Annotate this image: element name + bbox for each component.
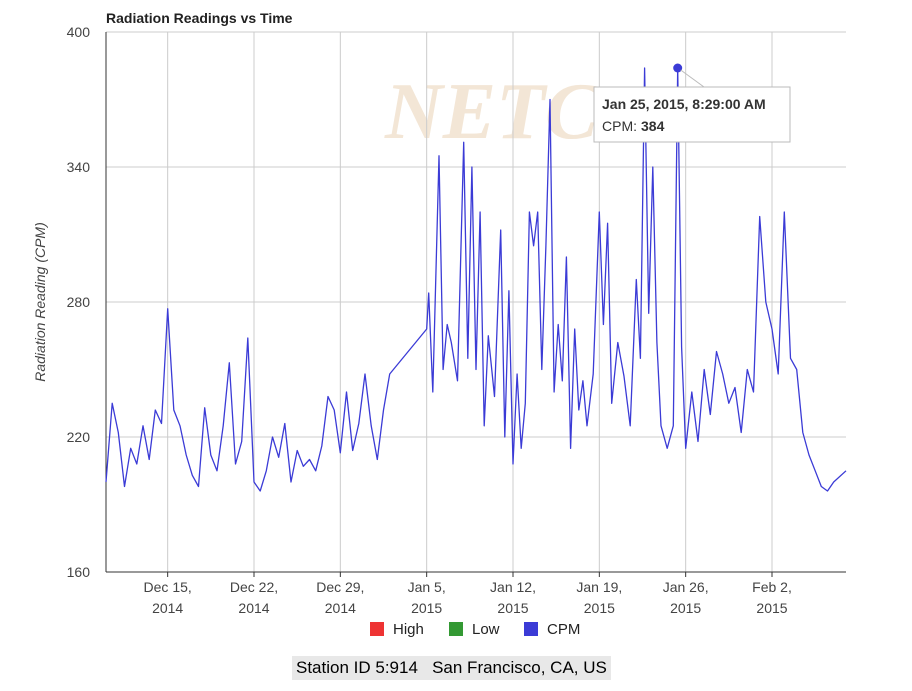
- x-tick-label-year: 2014: [325, 600, 356, 616]
- x-tick-label-year: 2015: [584, 600, 615, 616]
- y-axis: 160 220 280 340 400: [67, 24, 91, 580]
- y-tick-label: 400: [67, 24, 91, 40]
- x-tick-label-year: 2014: [152, 600, 183, 616]
- legend: High Low CPM: [370, 621, 580, 638]
- tooltip-value: 384: [641, 118, 665, 134]
- chart-title: Radiation Readings vs Time: [106, 10, 293, 26]
- tooltip: Jan 25, 2015, 8:29:00 AM CPM: 384: [593, 69, 791, 143]
- x-tick-label: Jan 5,: [408, 579, 446, 595]
- cpm-line: [105, 67, 847, 492]
- y-tick-label: 280: [67, 294, 91, 310]
- x-tick-label: Jan 19,: [576, 579, 622, 595]
- legend-label-high: High: [393, 621, 424, 638]
- cpm-highlight-point: [673, 63, 683, 73]
- legend-swatch-low: [449, 622, 463, 636]
- tooltip-title: Jan 25, 2015, 8:29:00 AM: [602, 96, 766, 112]
- x-tick-label: Jan 26,: [663, 579, 709, 595]
- station-label: Station ID 5:914 San Francisco, CA, US: [292, 656, 611, 680]
- y-tick-label: 340: [67, 159, 91, 175]
- x-tick-label: Dec 15,: [144, 579, 192, 595]
- legend-label-low: Low: [472, 621, 500, 638]
- x-tick-label-year: 2014: [238, 600, 269, 616]
- legend-label-cpm: CPM: [547, 621, 580, 638]
- tooltip-label-text: CPM:: [602, 118, 637, 134]
- x-tick-label-year: 2015: [670, 600, 701, 616]
- x-tick-label: Dec 29,: [316, 579, 364, 595]
- grid: [105, 31, 846, 573]
- x-tick-label-year: 2015: [756, 600, 787, 616]
- series-cpm: [105, 63, 847, 492]
- x-tick-label: Feb 2,: [752, 579, 792, 595]
- tooltip-label: CPM: 384: [602, 118, 665, 134]
- x-tick-label: Dec 22,: [230, 579, 278, 595]
- legend-swatch-high: [370, 622, 384, 636]
- y-axis-title: Radiation Reading (CPM): [32, 222, 48, 382]
- x-tick-label-year: 2015: [411, 600, 442, 616]
- tooltip-box: [593, 86, 791, 143]
- y-tick-label: 220: [67, 429, 91, 445]
- x-tick-label-year: 2015: [497, 600, 528, 616]
- y-tick-label: 160: [67, 564, 91, 580]
- x-tick-label: Jan 12,: [490, 579, 536, 595]
- legend-swatch-cpm: [524, 622, 538, 636]
- x-axis: Dec 15, 2014 Dec 22, 2014 Dec 29, 2014 Jan 5, 2…: [144, 572, 792, 616]
- tooltip-pointer: [680, 69, 705, 88]
